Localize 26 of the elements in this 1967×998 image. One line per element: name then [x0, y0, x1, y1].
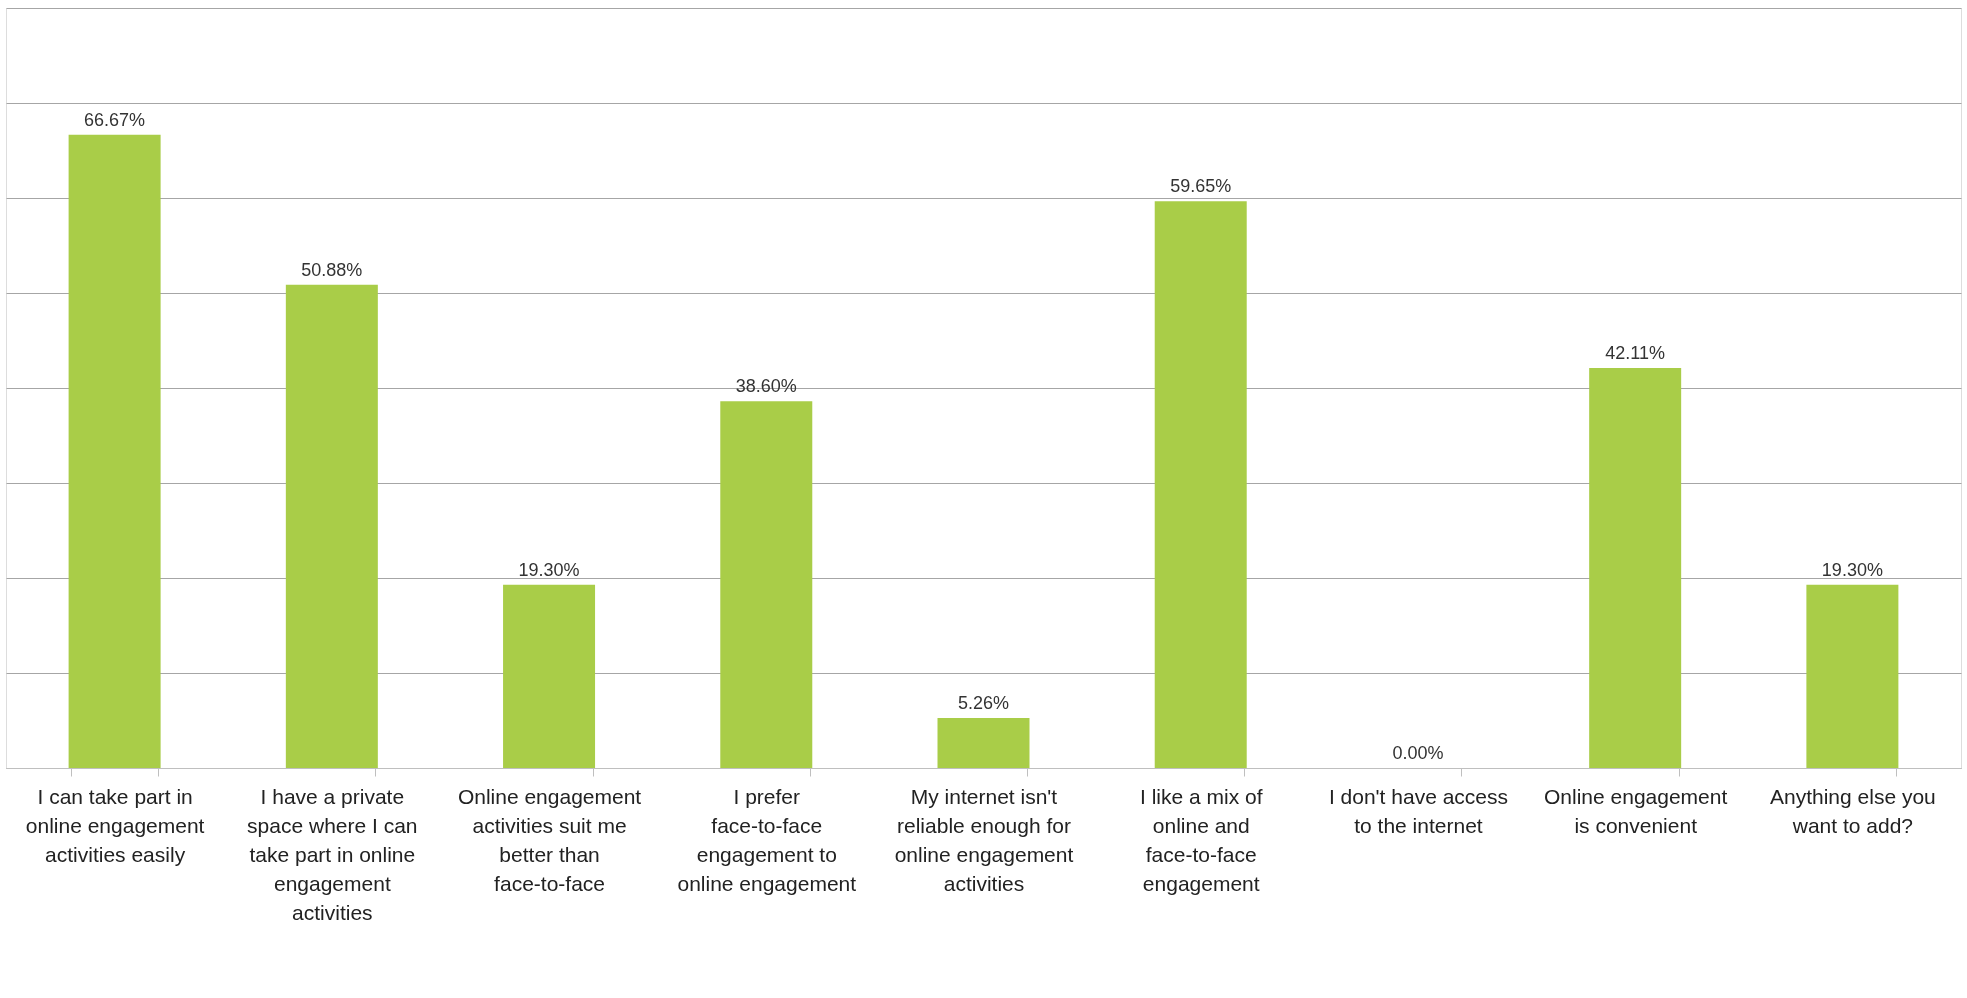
data-label: 19.30% [1821, 559, 1883, 580]
x-tick-label: I prefer face-to-face engagement to online engagement [677, 784, 857, 895]
bar [1589, 367, 1682, 768]
x-tick-label: I have a private space where I can take part in online engagement activities [247, 784, 418, 924]
bar [720, 401, 813, 768]
x-tick-label: I like a mix of online and face-to-face engagement [1139, 784, 1263, 895]
data-label: 50.88% [301, 259, 363, 280]
x-tick-label: My internet isn't reliable enough for online engagement activities [894, 784, 1074, 895]
data-label: 38.60% [735, 376, 797, 397]
bar [285, 284, 378, 768]
data-label: 42.11% [1605, 342, 1666, 363]
x-tick-label: I don't have access to the internet [1328, 784, 1509, 837]
bar [1806, 584, 1899, 768]
data-label: 0.00% [1392, 743, 1444, 763]
x-tick-label: Online engagement is convenient [1544, 784, 1728, 837]
x-tick-label: I can take part in online engagement activities easily [25, 784, 205, 866]
data-label: 5.26% [957, 693, 1010, 714]
x-tick-label: Anything else you want to add? [1770, 784, 1936, 837]
bar [503, 584, 596, 768]
x-tick-label: Online engagement activities suit me better than face-to-face [457, 784, 642, 895]
bar [1154, 201, 1247, 768]
data-label: 66.67% [84, 109, 146, 130]
bar [68, 134, 161, 768]
bar [937, 718, 1030, 768]
data-label: 19.30% [518, 559, 580, 580]
data-label: 59.65% [1170, 176, 1232, 197]
